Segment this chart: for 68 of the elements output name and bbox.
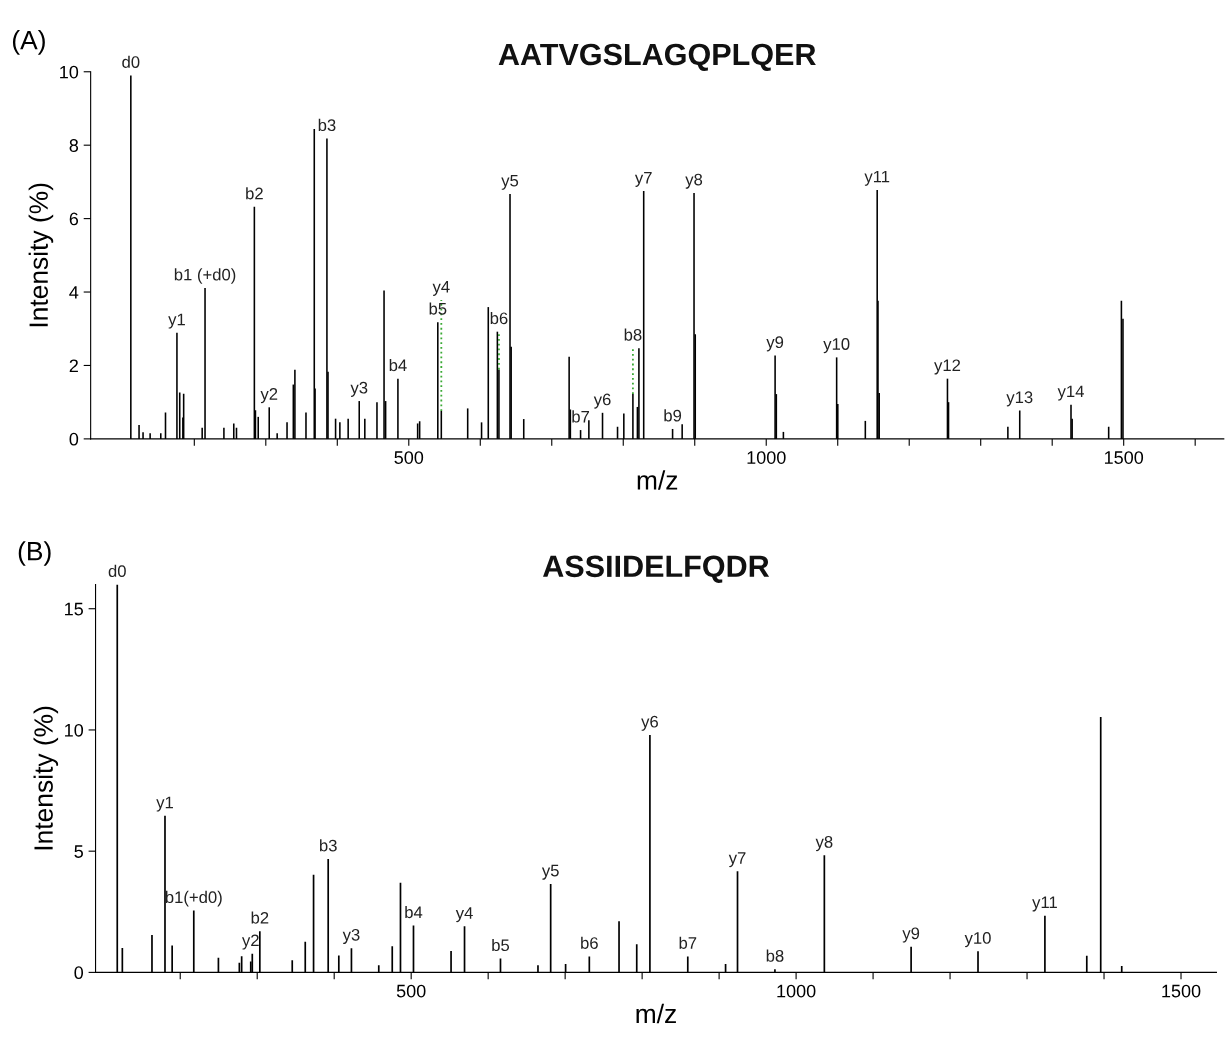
y-tick-label: 15 bbox=[65, 602, 83, 616]
text: (A) bbox=[12, 30, 45, 55]
data-label: y10 bbox=[964, 932, 991, 948]
x-axis-title: m/z bbox=[637, 470, 678, 490]
x-tick-label: 500 bbox=[394, 451, 424, 464]
y-tick-label: 4 bbox=[69, 286, 79, 299]
x-tick-label: 1500 bbox=[1162, 984, 1201, 998]
data-label: y2 bbox=[241, 934, 259, 950]
data-label: y8 bbox=[685, 173, 703, 189]
data-label: y7 bbox=[728, 852, 746, 868]
y-tick-label: 0 bbox=[74, 966, 84, 980]
data-label: y3 bbox=[342, 928, 360, 944]
x-tick-label: 1500 bbox=[1104, 451, 1144, 464]
data-label: d0 bbox=[108, 564, 126, 578]
data-label: y5 bbox=[541, 864, 559, 880]
data-label: y3 bbox=[350, 381, 368, 397]
data-label: y1 bbox=[156, 796, 173, 812]
data-label: b3 bbox=[320, 839, 337, 852]
data-label: b5 bbox=[492, 938, 510, 952]
data-label: y11 bbox=[1032, 896, 1057, 912]
data-label: y2 bbox=[260, 388, 278, 404]
data-label: y5 bbox=[501, 174, 519, 190]
data-label: b7 bbox=[679, 936, 697, 949]
data-label: y1 bbox=[168, 313, 185, 329]
y-tick-label: 6 bbox=[69, 212, 79, 226]
x-axis-title: m/z bbox=[636, 1003, 676, 1024]
data-label: y13 bbox=[1006, 391, 1033, 407]
y-tick-label: 10 bbox=[65, 723, 84, 737]
data-label: b8 bbox=[766, 949, 784, 962]
y-tick-label: 10 bbox=[60, 65, 79, 79]
data-label: y8 bbox=[815, 836, 833, 852]
data-label: b3 bbox=[318, 118, 336, 132]
y-axis-title: Intensity (%) bbox=[28, 183, 54, 327]
data-label: y7 bbox=[634, 171, 652, 187]
text: (B) bbox=[18, 541, 51, 566]
y-tick-label: 8 bbox=[69, 139, 79, 152]
x-tick-label: 500 bbox=[396, 984, 426, 998]
data-label: b2 bbox=[246, 187, 263, 200]
data-label: y9 bbox=[902, 927, 920, 943]
y-tick-label: 5 bbox=[74, 845, 83, 858]
data-label: b9 bbox=[664, 409, 682, 422]
data-label: y4 bbox=[455, 907, 473, 923]
data-label: b4 bbox=[405, 905, 423, 919]
data-label: y12 bbox=[934, 359, 961, 375]
data-label: y6 bbox=[593, 393, 611, 409]
data-label: b4 bbox=[389, 358, 407, 372]
data-label: b8 bbox=[624, 328, 642, 341]
x-tick-label: 1000 bbox=[777, 984, 816, 998]
y-tick-label: 0 bbox=[69, 432, 79, 446]
chart-title: AATVGSLAGQPLQER bbox=[498, 43, 816, 71]
y-axis-title: Intensity (%) bbox=[33, 706, 59, 850]
data-label: y6 bbox=[641, 715, 658, 731]
data-label: b1(+d0) bbox=[165, 890, 222, 907]
data-label: b5 bbox=[429, 302, 447, 315]
data-label: y9 bbox=[766, 336, 784, 352]
data-label: y11 bbox=[864, 170, 890, 186]
data-label: d0 bbox=[122, 55, 140, 68]
data-label: y4 bbox=[432, 281, 450, 296]
chart-title: ASSIIDELFQDR bbox=[543, 555, 770, 583]
data-label: b1 (+d0) bbox=[174, 268, 236, 284]
data-label: b2 bbox=[251, 911, 269, 924]
y-tick-label: 2 bbox=[69, 359, 78, 372]
data-label: y14 bbox=[1057, 385, 1084, 401]
data-label: b6 bbox=[581, 936, 598, 949]
data-label: b6 bbox=[490, 311, 508, 325]
data-label: b7 bbox=[572, 410, 590, 423]
data-label: y10 bbox=[823, 338, 850, 354]
x-tick-label: 1000 bbox=[747, 451, 786, 464]
